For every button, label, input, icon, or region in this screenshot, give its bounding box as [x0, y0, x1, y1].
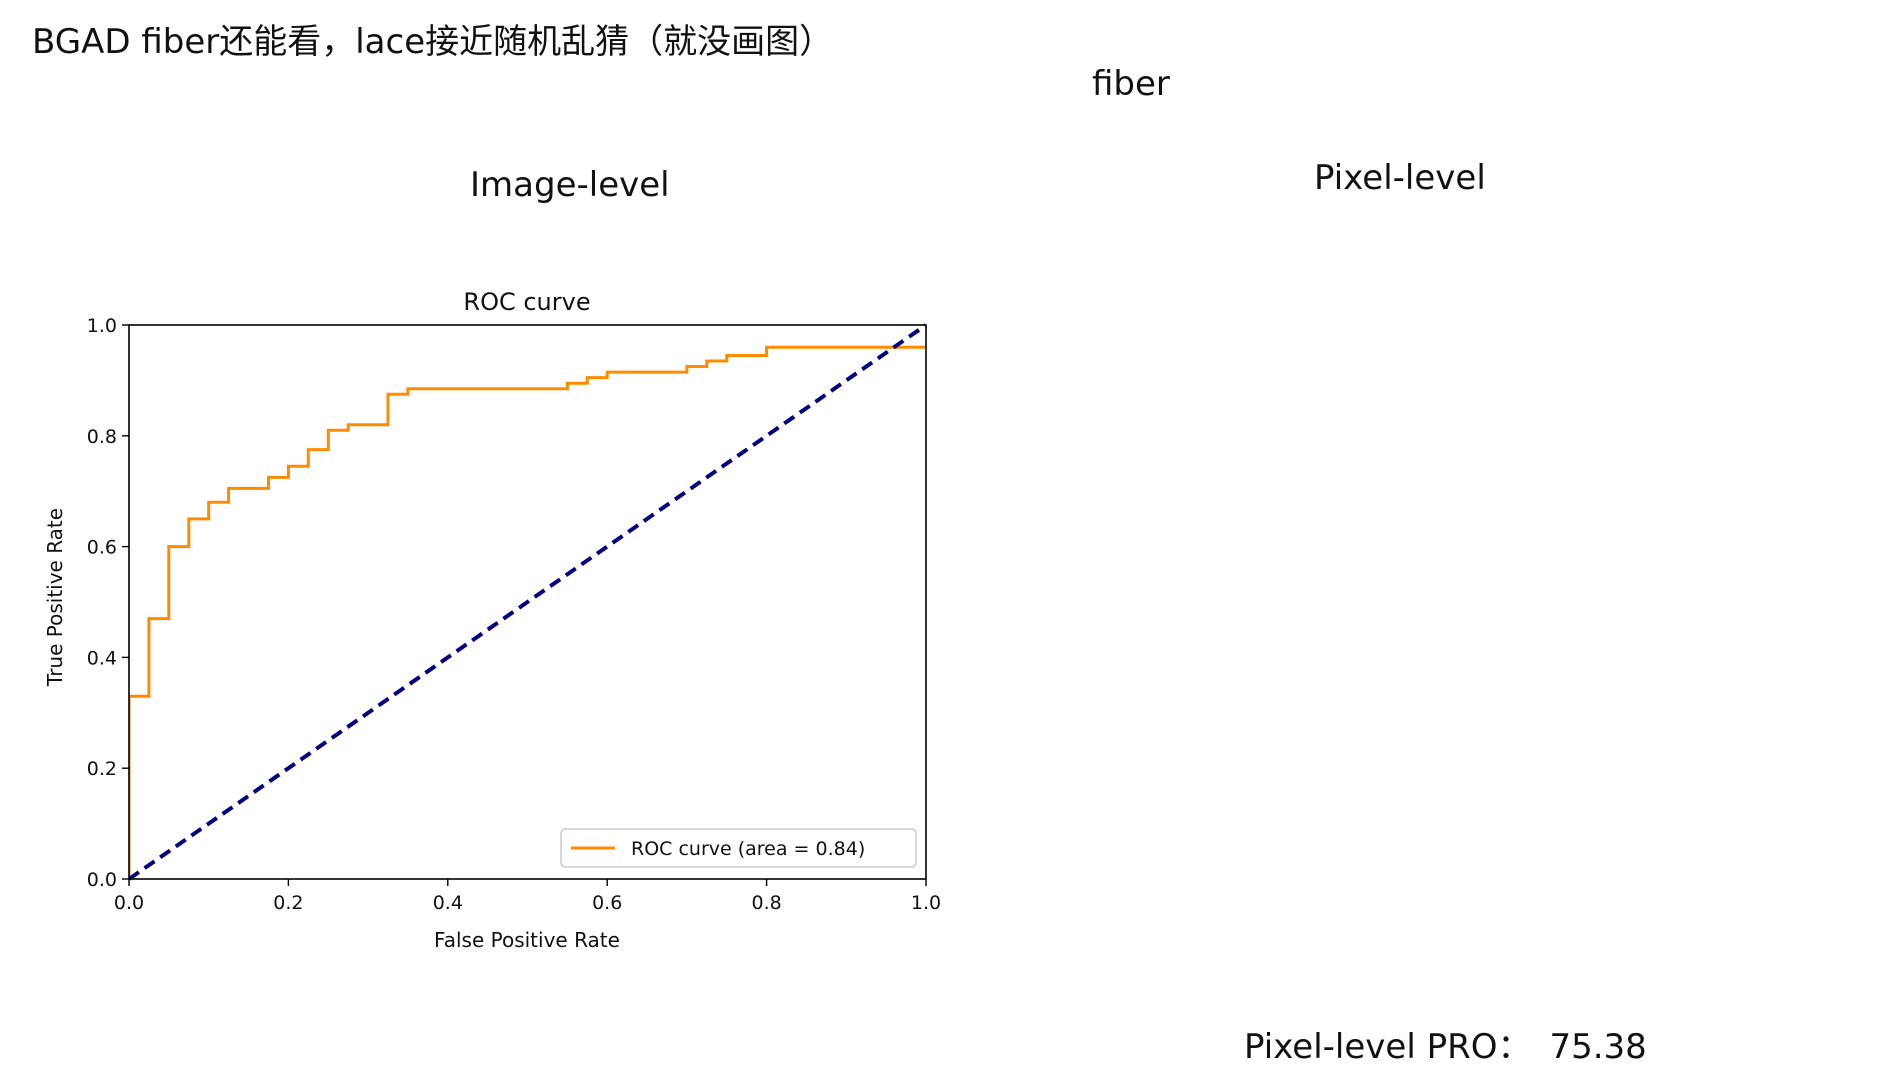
pixel-pro-label: Pixel-level PRO：	[1244, 1027, 1532, 1067]
slide-title: BGAD fiber还能看，lace接近随机乱猜（就没画图）	[32, 22, 834, 62]
dataset-heading: fiber	[1092, 64, 1170, 104]
image-level-heading: Image-level	[470, 165, 670, 205]
y-tick-label: 0.2	[87, 758, 117, 780]
x-tick-label: 0.4	[433, 892, 463, 914]
roc-chart: ROC curve False Positive Rate True Posit…	[43, 288, 941, 952]
pixel-pro-metric: Pixel-level PRO： 75.38	[1244, 1019, 1647, 1068]
plot-area: 0.0 0.2 0.4 0.6 0.8 1.0 0.0 0.2 0.4 0.6 0.8 1.0 ROC …	[87, 315, 941, 914]
chart-title: ROC curve	[463, 288, 590, 316]
x-tick-label: 0.8	[751, 892, 781, 914]
x-tick-label: 0.2	[273, 892, 303, 914]
y-tick-label: 0.6	[87, 537, 117, 559]
legend-label: ROC curve (area = 0.84)	[631, 838, 865, 860]
x-tick-label: 0.0	[114, 892, 144, 914]
y-tick-label: 0.4	[87, 647, 117, 669]
y-tick-label: 1.0	[87, 315, 117, 337]
y-tick-label: 0.8	[87, 426, 117, 448]
x-tick-label: 1.0	[911, 892, 941, 914]
y-tick-label: 0.0	[87, 869, 117, 891]
x-tick-label: 0.6	[592, 892, 622, 914]
roc-curve-line	[129, 345, 926, 879]
pixel-pro-value: 75.38	[1549, 1027, 1647, 1067]
x-axis-label: False Positive Rate	[434, 928, 620, 952]
chance-diagonal-line	[129, 323, 926, 881]
legend-box	[560, 828, 917, 868]
axes-frame	[128, 324, 927, 880]
y-axis-label: True Positive Rate	[43, 508, 67, 687]
pixel-level-heading: Pixel-level	[1314, 158, 1486, 198]
